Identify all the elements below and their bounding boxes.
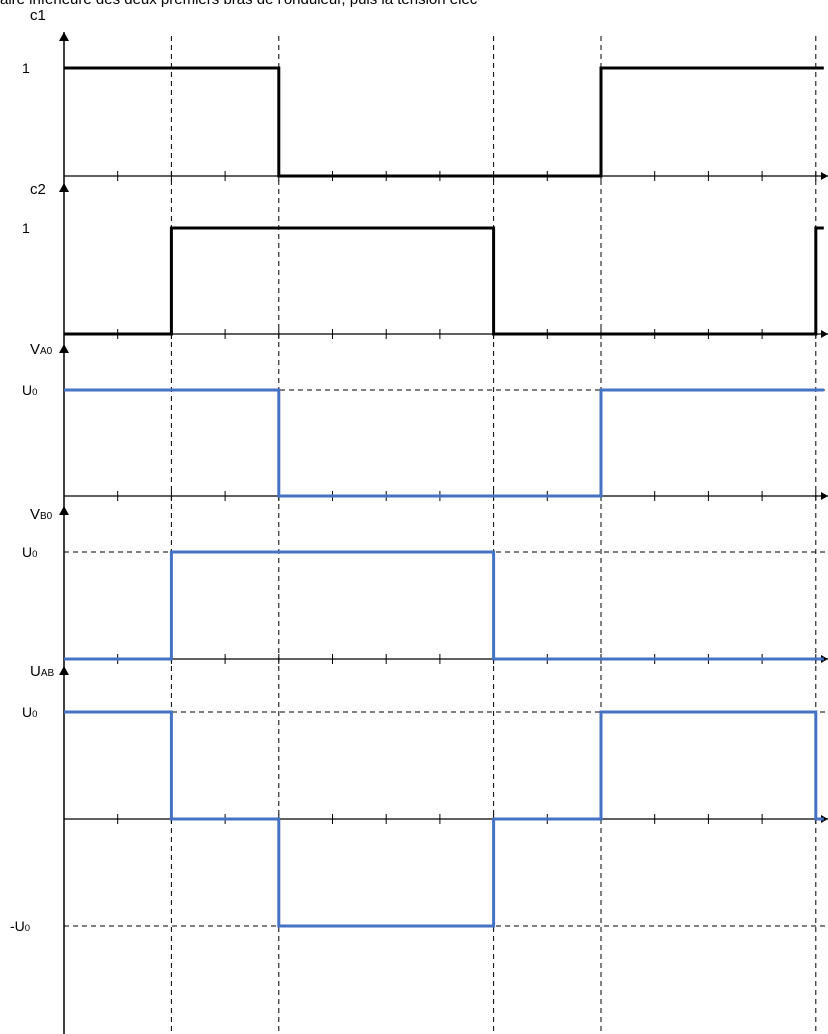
UAB-waveform-0	[64, 710, 824, 928]
VB0-level-label-0: U0	[22, 544, 37, 560]
VB0-axis-arrow-icon	[59, 506, 69, 515]
axes-layer	[59, 32, 828, 1034]
UAB-time-arrow-icon	[821, 815, 828, 823]
VA0-ylabel: VA0	[30, 341, 53, 358]
VA0-time-arrow-icon	[821, 492, 828, 500]
VB0-time-arrow-icon	[821, 655, 828, 663]
VA0-level-label-0: U0	[22, 382, 37, 398]
VA0-waveform-0	[64, 388, 824, 498]
c1-time-arrow-icon	[821, 172, 828, 180]
c2-axis-arrow-icon	[59, 183, 69, 192]
VB0-waveform-0	[64, 550, 824, 661]
series-layer	[64, 66, 824, 928]
c1-ylabel: c1	[30, 7, 46, 24]
UAB-axis-arrow-icon	[59, 666, 69, 675]
UAB-ylabel: UAB	[30, 663, 55, 680]
c2-level-label-0: 1	[22, 220, 30, 236]
figure-caption: aire inférieure des deux premiers bras d…	[0, 0, 828, 8]
c2-ylabel: c2	[30, 181, 46, 198]
UAB-level-label-0: U0	[22, 704, 37, 720]
c1-waveform-0	[64, 66, 824, 178]
c2-time-arrow-icon	[821, 330, 828, 338]
VA0-axis-arrow-icon	[59, 344, 69, 353]
label-layer: c1 1 c2 1 VA0 U0 VB0 U0 UAB U0 -U0	[10, 7, 55, 934]
UAB-level-label-1: -U0	[10, 918, 30, 934]
c2-waveform-0	[64, 226, 824, 336]
grid-layer	[64, 36, 828, 1034]
VB0-ylabel: VB0	[30, 506, 53, 523]
c1-level-label-0: 1	[22, 60, 30, 76]
c1-axis-arrow-icon	[59, 32, 69, 41]
